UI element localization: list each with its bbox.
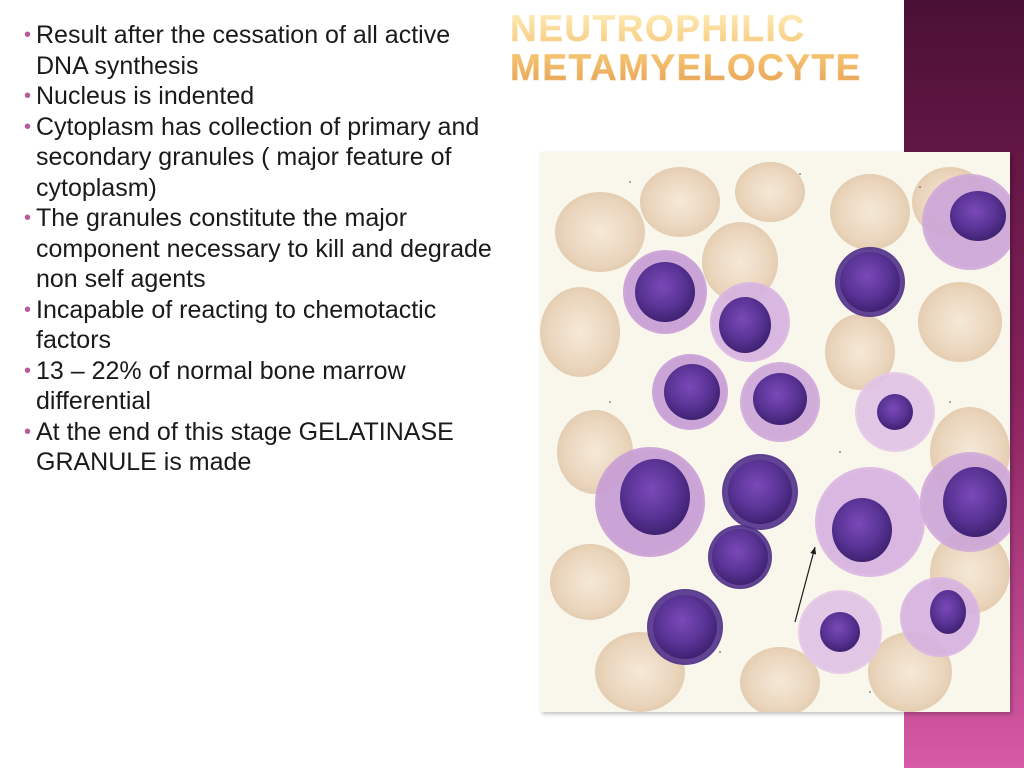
bullet-item: Result after the cessation of all active… [24, 20, 494, 81]
bullet-item: At the end of this stage GELATINASE GRAN… [24, 417, 494, 478]
bullet-item: The granules constitute the major compon… [24, 203, 494, 295]
micrograph-svg [540, 152, 1010, 712]
bullet-item: 13 – 22% of normal bone marrow different… [24, 356, 494, 417]
bullet-item: Nucleus is indented [24, 81, 494, 112]
slide-title: NEUTROPHILIC METAMYELOCYTE [510, 10, 1014, 88]
bullet-list: Result after the cessation of all active… [24, 20, 494, 478]
bullet-item: Cytoplasm has collection of primary and … [24, 112, 494, 204]
bullet-item: Incapable of reacting to chemotactic fac… [24, 295, 494, 356]
micrograph-image [540, 152, 1010, 712]
